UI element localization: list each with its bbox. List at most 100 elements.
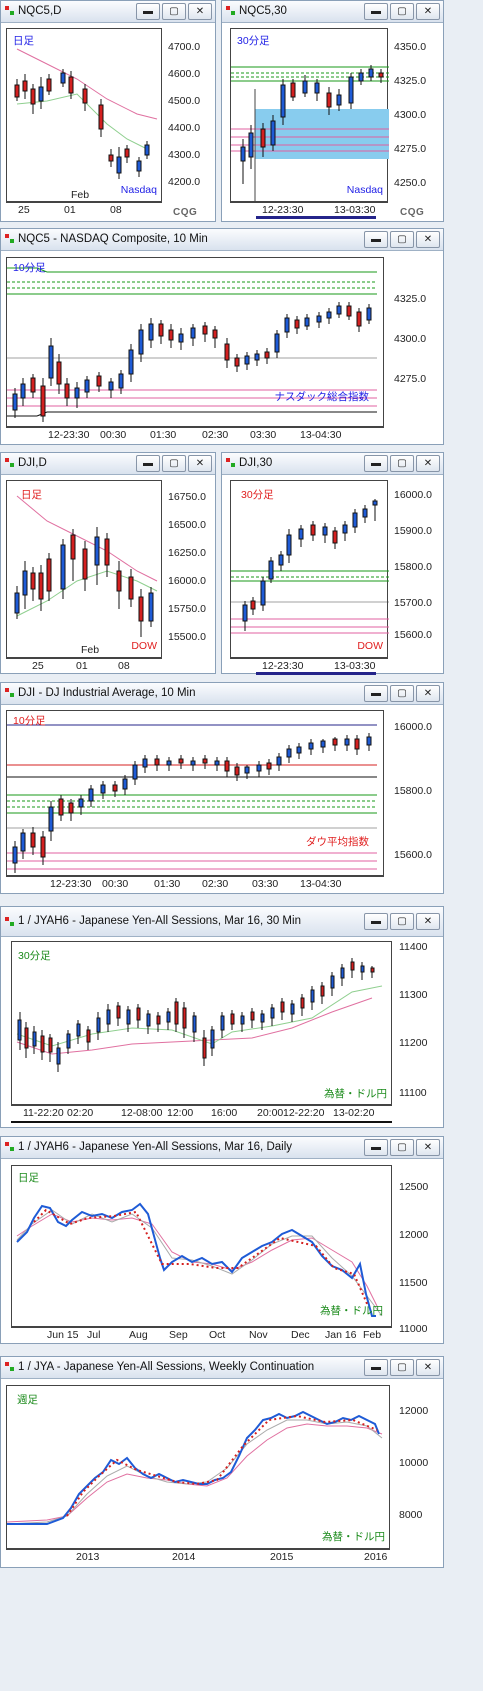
minimize-button[interactable]: ▬ bbox=[364, 913, 388, 930]
minimize-button[interactable]: ▬ bbox=[364, 685, 388, 702]
window-title: NQC5,30 bbox=[239, 5, 287, 17]
close-button[interactable]: ✕ bbox=[188, 3, 212, 20]
maximize-button[interactable]: ▢ bbox=[390, 913, 414, 930]
x-tick: 01:30 bbox=[150, 429, 177, 441]
title-bar[interactable]: DJI,D ▬ ▢ ✕ bbox=[1, 453, 215, 475]
y-tick: 12000 bbox=[399, 1229, 429, 1241]
chart-app-icon bbox=[226, 6, 236, 16]
title-bar[interactable]: NQC5,D ▬ ▢ ✕ bbox=[1, 1, 215, 23]
window-nasdaq-10min[interactable]: NQC5 - NASDAQ Composite, 10 Min ▬ ▢ ✕ bbox=[0, 228, 444, 445]
price-plot[interactable]: 30分足 Nasdaq bbox=[230, 28, 389, 203]
title-bar[interactable]: 1 / JYAH6 - Japanese Yen-All Sessions, M… bbox=[1, 1137, 443, 1159]
scroll-indicator[interactable] bbox=[256, 216, 376, 219]
minimize-button[interactable]: ▬ bbox=[136, 3, 160, 20]
x-tick: 00:30 bbox=[102, 878, 129, 890]
title-bar[interactable]: NQC5 - NASDAQ Composite, 10 Min ▬ ▢ ✕ bbox=[1, 229, 443, 251]
window-nqc5-30min[interactable]: NQC5,30 ▬ ▢ ✕ bbox=[221, 0, 444, 222]
title-bar[interactable]: 1 / JYA - Japanese Yen-All Sessions, Wee… bbox=[1, 1357, 443, 1379]
window-title: DJI,30 bbox=[239, 457, 273, 469]
x-tick: 13-04:30 bbox=[300, 878, 342, 890]
x-tick: 12-23:30 bbox=[48, 429, 90, 441]
x-tick: 12-23:30 bbox=[50, 878, 92, 890]
minimize-button[interactable]: ▬ bbox=[364, 3, 388, 20]
candlestick-chart bbox=[14, 48, 158, 179]
maximize-button[interactable]: ▢ bbox=[390, 1359, 414, 1376]
maximize-button[interactable]: ▢ bbox=[390, 685, 414, 702]
maximize-button[interactable]: ▢ bbox=[390, 455, 414, 472]
y-tick: 15500.0 bbox=[168, 631, 206, 643]
window-jpy-daily[interactable]: 1 / JYAH6 - Japanese Yen-All Sessions, M… bbox=[0, 1136, 444, 1344]
x-tick: 13-03:30 bbox=[334, 660, 376, 672]
window-title: NQC5,D bbox=[18, 5, 62, 17]
close-button[interactable]: ✕ bbox=[416, 3, 440, 20]
y-tick: 4275.0 bbox=[394, 143, 427, 155]
close-button[interactable]: ✕ bbox=[416, 455, 440, 472]
price-plot[interactable]: 30分足 DOW bbox=[230, 480, 389, 658]
y-tick: 15700.0 bbox=[394, 597, 432, 609]
maximize-button[interactable]: ▢ bbox=[390, 231, 414, 248]
minimize-button[interactable]: ▬ bbox=[136, 455, 160, 472]
maximize-button[interactable]: ▢ bbox=[162, 455, 186, 472]
scroll-indicator[interactable] bbox=[11, 1121, 392, 1123]
x-tick: 2013 bbox=[76, 1551, 100, 1563]
scroll-indicator[interactable] bbox=[256, 672, 376, 675]
price-plot[interactable]: 10分足 ダウ平均指数 bbox=[6, 710, 384, 876]
title-bar[interactable]: 1 / JYAH6 - Japanese Yen-All Sessions, M… bbox=[1, 907, 443, 937]
y-tick: 4700.0 bbox=[168, 41, 201, 53]
candlestick-chart bbox=[7, 724, 377, 873]
price-plot[interactable]: 週足 為替・ドル円 bbox=[6, 1385, 390, 1549]
market-label: 為替・ドル円 bbox=[320, 1305, 383, 1317]
timeframe-label: 日足 bbox=[13, 35, 34, 47]
price-plot[interactable]: 30分足 為替・ドル円 bbox=[11, 941, 392, 1105]
window-nqc5-daily[interactable]: NQC5,D ▬ ▢ ✕ 日足 Nasd bbox=[0, 0, 216, 222]
minimize-button[interactable]: ▬ bbox=[364, 455, 388, 472]
y-tick: 11300 bbox=[399, 989, 428, 1001]
x-tick: 12:00 bbox=[167, 1107, 194, 1119]
window-title: DJI - DJ Industrial Average, 10 Min bbox=[18, 687, 196, 699]
month-label: Feb bbox=[81, 644, 100, 656]
maximize-button[interactable]: ▢ bbox=[390, 1139, 414, 1156]
y-tick: 15900.0 bbox=[394, 525, 432, 537]
price-plot[interactable]: 10分足 ナスダック総合指数 bbox=[6, 257, 384, 427]
y-tick: 16750.0 bbox=[168, 491, 206, 503]
x-tick: Feb bbox=[363, 1329, 382, 1341]
close-button[interactable]: ✕ bbox=[188, 455, 212, 472]
y-tick: 4200.0 bbox=[168, 176, 201, 188]
y-tick: 4325.0 bbox=[394, 293, 427, 305]
y-tick: 4400.0 bbox=[168, 122, 201, 134]
close-button[interactable]: ✕ bbox=[416, 231, 440, 248]
minimize-button[interactable]: ▬ bbox=[364, 231, 388, 248]
price-plot[interactable]: 日足 為替・ドル円 bbox=[11, 1165, 392, 1327]
minimize-button[interactable]: ▬ bbox=[364, 1359, 388, 1376]
price-plot[interactable]: 日足 DOW bbox=[6, 480, 162, 658]
timeframe-label: 10分足 bbox=[13, 715, 46, 727]
title-bar[interactable]: NQC5,30 ▬ ▢ ✕ bbox=[222, 1, 443, 23]
close-button[interactable]: ✕ bbox=[416, 913, 440, 930]
close-button[interactable]: ✕ bbox=[416, 685, 440, 702]
window-dji-10min[interactable]: DJI - DJ Industrial Average, 10 Min ▬ ▢ ✕ bbox=[0, 682, 444, 894]
price-plot[interactable]: 日足 Nasdaq bbox=[6, 28, 162, 202]
close-button[interactable]: ✕ bbox=[416, 1359, 440, 1376]
window-dji-30min[interactable]: DJI,30 ▬ ▢ ✕ bbox=[221, 452, 444, 675]
window-jpy-weekly[interactable]: 1 / JYA - Japanese Yen-All Sessions, Wee… bbox=[0, 1356, 444, 1568]
close-button[interactable]: ✕ bbox=[416, 1139, 440, 1156]
maximize-button[interactable]: ▢ bbox=[162, 3, 186, 20]
timeframe-label: 10分足 bbox=[13, 262, 46, 274]
title-bar[interactable]: DJI,30 ▬ ▢ ✕ bbox=[222, 453, 443, 475]
x-tick: 11-22:20 bbox=[23, 1107, 64, 1119]
y-tick: 15750.0 bbox=[168, 603, 206, 615]
y-tick: 11000 bbox=[399, 1323, 428, 1335]
candlestick-chart bbox=[16, 958, 383, 1072]
title-bar[interactable]: DJI - DJ Industrial Average, 10 Min ▬ ▢ ✕ bbox=[1, 683, 443, 705]
timeframe-label: 週足 bbox=[17, 1394, 38, 1406]
maximize-button[interactable]: ▢ bbox=[390, 3, 414, 20]
window-dji-daily[interactable]: DJI,D ▬ ▢ ✕ 日足 DOW bbox=[0, 452, 216, 674]
x-axis: 12-23:30 00:30 01:30 02:30 03:30 13-04:3… bbox=[6, 876, 384, 890]
timeframe-label: 30分足 bbox=[241, 489, 274, 501]
x-tick: 2016 bbox=[364, 1551, 388, 1563]
window-jpy-30min[interactable]: 1 / JYAH6 - Japanese Yen-All Sessions, M… bbox=[0, 906, 444, 1128]
x-tick: Oct bbox=[209, 1329, 226, 1341]
x-tick: 12-23:30 bbox=[262, 204, 304, 216]
y-tick: 4300.0 bbox=[394, 109, 427, 121]
minimize-button[interactable]: ▬ bbox=[364, 1139, 388, 1156]
